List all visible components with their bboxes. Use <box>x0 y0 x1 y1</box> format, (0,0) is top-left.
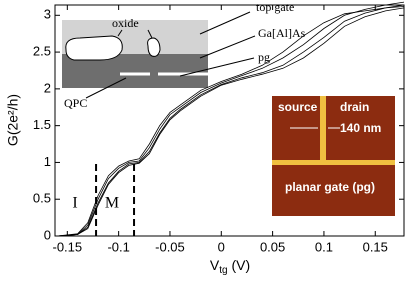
schematic-inset <box>62 11 256 99</box>
schematic-label: pg <box>258 50 270 64</box>
x-tick-label: -0.05 <box>155 239 185 254</box>
micrograph-inset <box>272 96 395 216</box>
conductance-curve <box>57 4 405 237</box>
x-label-sub: tg <box>219 265 227 276</box>
y-tick-label: 0 <box>44 227 51 242</box>
x-tick-label: -0.15 <box>52 239 82 254</box>
x-label-unit: (V) <box>228 257 251 273</box>
schematic-label: oxide <box>112 16 139 30</box>
y-tick-label: 1 <box>44 154 51 169</box>
schematic-label: Ga[Al]As <box>258 26 306 40</box>
image-label: source <box>278 100 318 114</box>
conductance-curve <box>57 7 405 237</box>
x-axis-label: Vtg (V) <box>210 257 250 276</box>
image-label: 140 nm <box>340 121 381 135</box>
y-tick-label: 3 <box>44 7 51 22</box>
conductance-curve <box>57 6 405 237</box>
x-tick-label: 0.15 <box>363 239 388 254</box>
y-tick-label: 2.5 <box>33 44 51 59</box>
image-label: drain <box>340 100 369 114</box>
x-tick-label: 0.05 <box>260 239 285 254</box>
y-tick-label: 1.5 <box>33 117 51 132</box>
schematic-label: top gate <box>256 0 294 14</box>
y-tick-label: 2 <box>44 80 51 95</box>
image-label: planar gate (pg) <box>285 180 375 194</box>
x-tick-label: 0 <box>218 239 225 254</box>
y-axis-label: G(2e²/h) <box>5 94 21 146</box>
x-tick-label: -0.1 <box>107 239 129 254</box>
x-tick-label: 0.1 <box>315 239 333 254</box>
conductance-curve <box>57 1 405 237</box>
schematic-label: QPC <box>64 96 87 110</box>
region-label: M <box>105 195 119 212</box>
y-tick-label: 0.5 <box>33 191 51 206</box>
plot-frame <box>54 4 405 237</box>
region-label: I <box>72 195 77 212</box>
x-label-main: V <box>210 257 220 273</box>
